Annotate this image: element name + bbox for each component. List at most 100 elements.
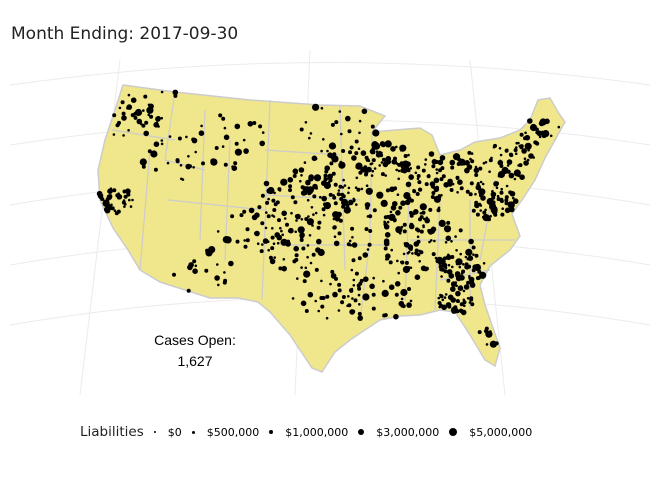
case-point bbox=[447, 229, 451, 232]
case-point bbox=[416, 165, 421, 170]
case-point bbox=[464, 285, 467, 288]
cases-open-label: Cases Open: bbox=[154, 332, 236, 348]
case-point bbox=[309, 261, 313, 265]
case-point bbox=[280, 229, 283, 233]
case-point bbox=[372, 276, 376, 280]
case-point bbox=[361, 108, 368, 115]
case-point bbox=[400, 297, 404, 301]
case-point bbox=[269, 258, 276, 265]
case-point bbox=[329, 175, 333, 179]
case-point bbox=[290, 211, 293, 215]
case-point bbox=[371, 306, 376, 311]
case-point bbox=[364, 202, 371, 208]
case-point bbox=[390, 146, 396, 152]
case-point bbox=[254, 231, 257, 235]
case-point bbox=[508, 201, 512, 205]
case-point bbox=[351, 297, 354, 300]
case-point bbox=[409, 210, 413, 215]
case-point bbox=[352, 197, 356, 201]
case-point bbox=[168, 135, 172, 138]
case-point bbox=[245, 238, 250, 243]
case-point bbox=[499, 164, 504, 168]
case-point bbox=[408, 174, 415, 180]
case-point bbox=[272, 215, 276, 218]
case-point bbox=[314, 267, 319, 272]
case-point bbox=[414, 274, 421, 281]
case-point bbox=[425, 216, 429, 220]
case-point bbox=[420, 265, 427, 272]
case-point bbox=[461, 263, 465, 266]
case-point bbox=[312, 213, 315, 216]
case-point bbox=[247, 121, 254, 127]
case-point bbox=[204, 268, 209, 273]
case-point bbox=[287, 177, 294, 183]
case-point bbox=[357, 293, 361, 297]
case-point bbox=[395, 145, 398, 149]
case-point bbox=[505, 184, 509, 188]
case-point bbox=[496, 197, 501, 202]
case-point bbox=[341, 194, 346, 199]
case-point bbox=[402, 222, 407, 227]
case-point bbox=[407, 244, 414, 250]
case-point bbox=[403, 154, 408, 158]
case-point bbox=[341, 295, 346, 299]
case-point bbox=[166, 161, 170, 165]
case-point bbox=[320, 304, 325, 309]
case-point bbox=[218, 113, 223, 118]
case-point bbox=[492, 145, 496, 149]
case-point bbox=[464, 160, 470, 166]
case-point bbox=[331, 171, 336, 176]
case-point bbox=[358, 303, 361, 306]
case-point bbox=[330, 122, 335, 127]
case-point bbox=[325, 294, 330, 299]
case-point bbox=[127, 93, 131, 97]
case-point bbox=[102, 199, 110, 207]
case-point bbox=[383, 246, 388, 251]
case-point bbox=[270, 235, 275, 240]
case-point bbox=[381, 157, 386, 162]
case-point bbox=[482, 262, 486, 265]
case-point bbox=[470, 152, 474, 155]
case-point bbox=[331, 155, 339, 163]
case-point bbox=[366, 166, 372, 173]
case-point bbox=[296, 277, 299, 280]
case-point bbox=[423, 217, 426, 221]
case-point bbox=[419, 229, 424, 234]
case-point bbox=[265, 211, 268, 214]
case-point bbox=[435, 259, 440, 264]
case-point bbox=[500, 187, 504, 191]
case-point bbox=[194, 264, 198, 268]
case-point bbox=[320, 279, 323, 283]
case-point bbox=[445, 227, 449, 230]
case-point bbox=[160, 90, 164, 94]
case-point bbox=[421, 210, 426, 215]
case-point bbox=[481, 182, 485, 186]
case-point bbox=[261, 243, 264, 246]
case-point bbox=[287, 229, 291, 233]
case-point bbox=[482, 210, 487, 215]
case-point bbox=[320, 106, 324, 110]
case-point bbox=[419, 203, 427, 211]
case-point bbox=[477, 181, 480, 185]
case-point bbox=[198, 130, 205, 136]
case-point bbox=[402, 252, 406, 256]
case-point bbox=[116, 194, 123, 200]
case-point bbox=[343, 206, 351, 214]
case-point bbox=[418, 249, 422, 253]
case-point bbox=[508, 172, 515, 179]
case-point bbox=[222, 236, 230, 244]
case-point bbox=[437, 296, 441, 300]
case-point bbox=[455, 284, 458, 288]
legend-label: $3,000,000 bbox=[376, 425, 440, 439]
case-point bbox=[281, 265, 288, 272]
case-point bbox=[437, 159, 444, 166]
case-point bbox=[337, 189, 341, 192]
case-point bbox=[365, 157, 370, 162]
case-point bbox=[416, 239, 421, 244]
case-point bbox=[386, 257, 390, 261]
case-point bbox=[428, 240, 431, 244]
legend-dot bbox=[358, 429, 365, 435]
case-point bbox=[332, 217, 336, 221]
case-point bbox=[409, 167, 413, 170]
case-point bbox=[270, 246, 275, 251]
